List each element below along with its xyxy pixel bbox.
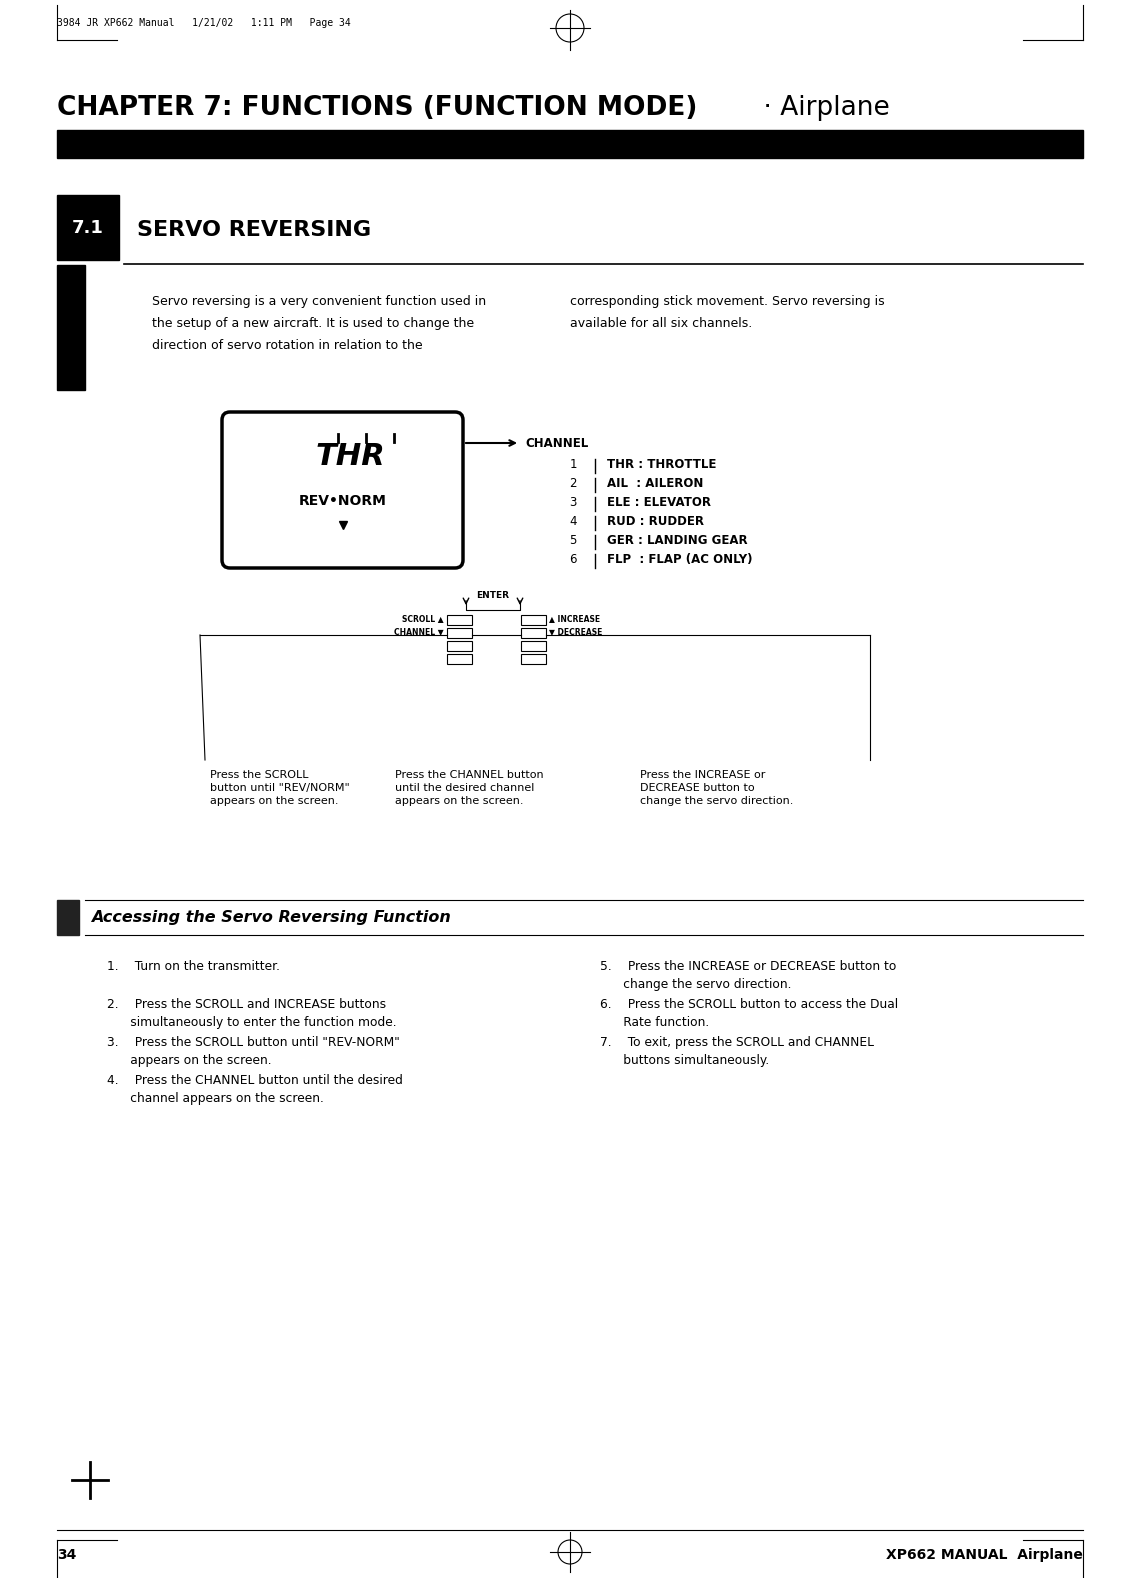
Text: 34: 34	[57, 1548, 76, 1562]
Bar	[521, 628, 546, 638]
Text: SCROLL ▲: SCROLL ▲	[402, 614, 443, 623]
Text: SERVO REVERSING: SERVO REVERSING	[137, 219, 372, 240]
Text: 1: 1	[570, 458, 577, 470]
Text: Press the SCROLL
button until "REV/NORM"
appears on the screen.: Press the SCROLL button until "REV/NORM"…	[210, 770, 350, 806]
Text: 6.  Press the SCROLL button to access the Dual
      Rate function.: 6. Press the SCROLL button to access the…	[600, 997, 898, 1029]
Text: CHANNEL ▼: CHANNEL ▼	[394, 628, 443, 636]
Text: Press the CHANNEL button
until the desired channel
appears on the screen.: Press the CHANNEL button until the desir…	[394, 770, 544, 806]
Text: ▲ INCREASE: ▲ INCREASE	[549, 614, 600, 623]
Bar	[57, 899, 79, 936]
Text: 5: 5	[570, 533, 577, 548]
Text: 6: 6	[570, 552, 577, 567]
Bar	[447, 628, 472, 638]
Text: FLP  : FLAP (AC ONLY): FLP : FLAP (AC ONLY)	[606, 552, 752, 567]
Text: AIL  : AILERON: AIL : AILERON	[606, 477, 703, 491]
Text: 7.  To exit, press the SCROLL and CHANNEL
      buttons simultaneously.: 7. To exit, press the SCROLL and CHANNEL…	[600, 1037, 874, 1067]
Text: 4.  Press the CHANNEL button until the desired
      channel appears on the scre: 4. Press the CHANNEL button until the de…	[107, 1075, 402, 1105]
Bar	[447, 641, 472, 652]
Bar	[57, 265, 86, 390]
Text: THR : THROTTLE: THR : THROTTLE	[606, 458, 716, 470]
Bar	[57, 129, 1083, 158]
Text: REV•NORM: REV•NORM	[299, 494, 386, 508]
Bar	[447, 653, 472, 664]
Text: 2: 2	[570, 477, 577, 491]
Text: corresponding stick movement. Servo reversing is: corresponding stick movement. Servo reve…	[570, 295, 885, 308]
Text: ENTER: ENTER	[477, 592, 510, 600]
Text: 7.1: 7.1	[72, 218, 104, 237]
Text: XP662 MANUAL  Airplane: XP662 MANUAL Airplane	[886, 1548, 1083, 1562]
Text: available for all six channels.: available for all six channels.	[570, 317, 752, 330]
Bar	[521, 641, 546, 652]
Text: ELE : ELEVATOR: ELE : ELEVATOR	[606, 495, 711, 510]
Bar	[447, 615, 472, 625]
Text: 2.  Press the SCROLL and INCREASE buttons
      simultaneously to enter the func: 2. Press the SCROLL and INCREASE buttons…	[107, 997, 397, 1029]
Text: ▼ DECREASE: ▼ DECREASE	[549, 628, 602, 636]
Text: 5.  Press the INCREASE or DECREASE button to
      change the servo direction.: 5. Press the INCREASE or DECREASE button…	[600, 959, 896, 991]
Text: the setup of a new aircraft. It is used to change the: the setup of a new aircraft. It is used …	[152, 317, 474, 330]
Text: CHANNEL: CHANNEL	[526, 437, 588, 450]
FancyBboxPatch shape	[222, 412, 463, 568]
Text: Servo reversing is a very convenient function used in: Servo reversing is a very convenient fun…	[152, 295, 486, 308]
Text: direction of servo rotation in relation to the: direction of servo rotation in relation …	[152, 339, 423, 352]
Text: CHAPTER 7: FUNCTIONS (FUNCTION MODE): CHAPTER 7: FUNCTIONS (FUNCTION MODE)	[57, 95, 698, 122]
Text: Press the INCREASE or
DECREASE button to
change the servo direction.: Press the INCREASE or DECREASE button to…	[640, 770, 793, 806]
Text: 3: 3	[570, 495, 577, 510]
Text: Accessing the Servo Reversing Function: Accessing the Servo Reversing Function	[91, 911, 450, 925]
Bar	[521, 653, 546, 664]
Text: 3.  Press the SCROLL button until "REV-NORM"
      appears on the screen.: 3. Press the SCROLL button until "REV-NO…	[107, 1037, 400, 1067]
Text: 3984 JR XP662 Manual   1/21/02   1:11 PM   Page 34: 3984 JR XP662 Manual 1/21/02 1:11 PM Pag…	[57, 17, 351, 28]
Text: 1.  Turn on the transmitter.: 1. Turn on the transmitter.	[107, 959, 280, 974]
Bar	[521, 615, 546, 625]
Text: RUD : RUDDER: RUD : RUDDER	[606, 514, 705, 529]
Text: GER : LANDING GEAR: GER : LANDING GEAR	[606, 533, 748, 548]
Text: THR: THR	[316, 442, 385, 470]
Text: · Airplane: · Airplane	[755, 95, 889, 122]
Text: 4: 4	[570, 514, 577, 529]
Bar	[57, 196, 119, 260]
